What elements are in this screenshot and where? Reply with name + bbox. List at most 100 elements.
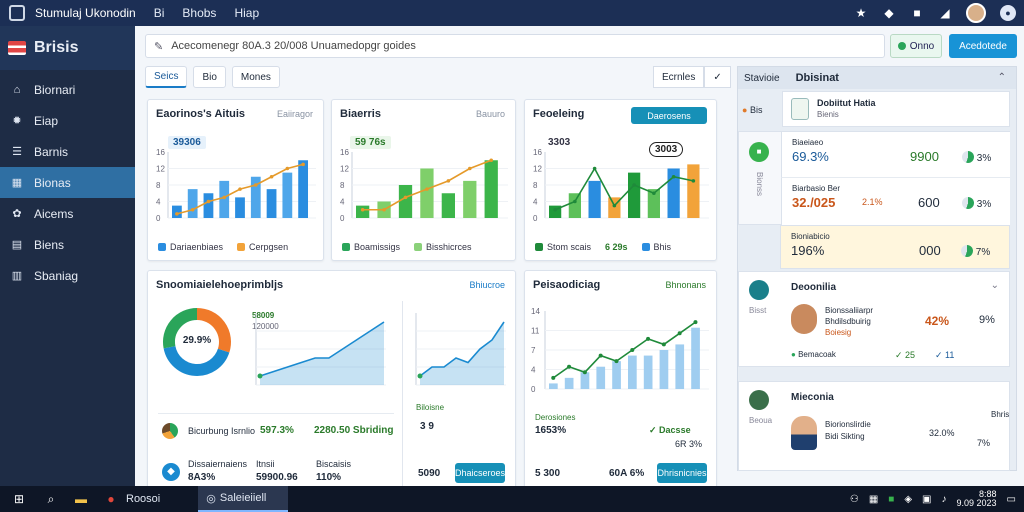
sidebar-item-aicems[interactable]: ✿ Aicems <box>0 198 135 229</box>
settings-icon: ✿ <box>12 208 22 220</box>
bell-icon[interactable]: ◢ <box>940 6 950 20</box>
panel-box-sub: Bienis <box>817 110 839 119</box>
sidebar-item-bionas[interactable]: ▦ Bionas <box>0 167 135 198</box>
calendar-icon[interactable]: ▦ <box>868 493 879 505</box>
status-button-label: Onno <box>909 40 935 52</box>
metric-secondary: 2280.50 Sbriding <box>314 425 394 436</box>
avatar[interactable] <box>966 3 986 23</box>
notification-icon[interactable]: ▭ <box>1006 493 1016 505</box>
bar <box>549 383 558 389</box>
tab-bio[interactable]: Bio <box>193 66 226 88</box>
card-meta[interactable]: Bauuro <box>475 109 505 119</box>
side-value: 5090 <box>418 468 441 479</box>
bar <box>172 205 182 218</box>
line-point <box>206 199 211 204</box>
y-tick-label: 12 <box>340 165 349 174</box>
windows-start-icon[interactable]: ⊞ <box>13 492 25 506</box>
menu-item-2[interactable]: Bhobs <box>182 6 217 20</box>
sidebar-item-biens[interactable]: ▤ Biens <box>0 229 135 260</box>
y-tick-label: 4 <box>156 198 161 207</box>
status-button[interactable]: Onno <box>890 34 942 58</box>
line-point <box>632 183 636 187</box>
small-pie-icon <box>162 423 178 439</box>
taskbar-app-2[interactable]: ◎ Saleieiiell <box>198 486 289 512</box>
bar <box>568 193 581 218</box>
sidebar-item-label: Biens <box>34 237 65 252</box>
line-point <box>592 166 597 171</box>
tab-seics[interactable]: Seics <box>145 66 188 88</box>
line-point <box>269 174 274 179</box>
legend-item: Stom scais <box>535 242 591 252</box>
stat-row[interactable]: Biaeiaeo 69.3% 9900 3% <box>781 132 1010 178</box>
area-line <box>259 321 385 377</box>
title-bar: Stumulaj Ukonodin Bi Bhobs Hiap ★ ◆ ■ ◢ … <box>0 0 1024 26</box>
y-tick-label: 16 <box>533 148 542 157</box>
stat-row[interactable]: Biarbasio Ber 32./025 2.1% 600 3% <box>781 178 1010 225</box>
primary-action-button[interactable]: Acedotede <box>949 34 1017 58</box>
trend-point <box>661 342 666 347</box>
info-icon: ◆ <box>162 463 180 481</box>
line-point <box>612 203 617 208</box>
chart-card-1: Eaorinos's Aituis Eaiiragor 39306 16 12 8 4… <box>147 99 324 261</box>
panel-tab-1[interactable]: Stavioie <box>744 72 780 84</box>
chevron-down-icon[interactable]: ⌄ <box>990 280 999 291</box>
document-icon: ▤ <box>11 239 23 251</box>
status-icon: ■ <box>749 142 769 162</box>
card-action-button[interactable]: Daerosens <box>631 107 707 124</box>
sidebar-item-barnis[interactable]: ☰ Barnis <box>0 136 135 167</box>
clock[interactable]: 8:88 9.09 2023 <box>956 489 997 508</box>
line-point <box>691 179 696 183</box>
details-panel: Stavioie Dbisinat ⌃ ● Bis Dobiitut Hatia… <box>737 66 1017 471</box>
trend-point <box>614 359 619 364</box>
brand[interactable]: Brisis <box>0 26 135 70</box>
details-button[interactable]: Dhaicseroes <box>455 463 505 483</box>
series-line <box>554 166 694 211</box>
account-icon[interactable]: ● <box>1000 5 1016 21</box>
bar <box>659 350 669 389</box>
area-fill <box>420 322 504 385</box>
tab-mones[interactable]: Mones <box>231 66 280 88</box>
donut-slice <box>163 345 230 376</box>
card-meta[interactable]: Bhnonans <box>665 280 706 290</box>
line-point <box>403 195 408 200</box>
sidebar: Brisis ⌂ Biornari ✹ Eiap ☰ Barnis ▦ Bion… <box>0 26 135 486</box>
folder-icon[interactable]: ▬ <box>75 492 87 506</box>
line-point <box>382 207 386 212</box>
menu-item-1[interactable]: Bi <box>153 6 165 20</box>
app-tray-icon[interactable]: ■ <box>888 493 895 505</box>
confirm-button[interactable]: ✓ <box>704 66 731 88</box>
filter-button[interactable]: Ecrnles <box>653 66 705 88</box>
network-icon[interactable]: ◈ <box>904 493 913 505</box>
sidebar-item-label: Eiap <box>34 113 59 128</box>
sidebar-item-eiap[interactable]: ✹ Eiap <box>0 105 135 136</box>
stat-row-highlight[interactable]: Bioniabicio 196% 000 7% <box>780 225 1010 269</box>
sidebar-item-label: Barnis <box>34 144 69 159</box>
panel-title: Dbisinat <box>795 72 839 84</box>
star-icon[interactable]: ★ <box>855 6 867 20</box>
taskbar-app-1[interactable]: Roosoi <box>126 493 161 505</box>
chart-icon: ▥ <box>11 270 23 282</box>
legend-item: Cerpgsen <box>237 242 288 252</box>
stat-label-2: Itnsii <box>256 459 275 469</box>
browser-icon[interactable]: ● <box>107 492 115 506</box>
metric-value: 597.3% <box>260 425 294 436</box>
volume-icon[interactable]: ♪ <box>941 493 947 505</box>
menu-item-3[interactable]: Hiap <box>234 6 260 20</box>
panel-top-box[interactable]: Dobiitut Hatia Bienis <box>782 91 1010 127</box>
chart-card-2: Biaerris Bauuro 59 76s 16 12 8 4 0 Boamissig… <box>331 99 516 261</box>
sidebar-item-sbaniag[interactable]: ▥ Sbaniag <box>0 260 135 291</box>
collapse-icon[interactable]: ⌃ <box>997 72 1006 83</box>
sidebar-item-home[interactable]: ⌂ Biornari <box>0 74 135 105</box>
people-icon[interactable]: ⚇ <box>849 493 859 505</box>
chat-icon[interactable]: ▣ <box>922 493 932 505</box>
card-meta[interactable]: Bhiucroe <box>469 280 505 290</box>
trend-action-button[interactable]: Dhrisnicnies <box>657 463 707 483</box>
pin-icon[interactable]: ◆ <box>884 6 894 20</box>
search-icon[interactable]: ⌕ <box>47 492 55 506</box>
chat-icon[interactable]: ■ <box>913 6 921 20</box>
card-meta[interactable]: Eaiiragor <box>276 109 313 119</box>
bar <box>564 377 574 389</box>
search-input[interactable]: ✎ Acecomenegr 80A.3 20/008 Unuamedopgr g… <box>145 34 885 58</box>
line-point <box>253 183 258 187</box>
line-point <box>652 191 656 196</box>
